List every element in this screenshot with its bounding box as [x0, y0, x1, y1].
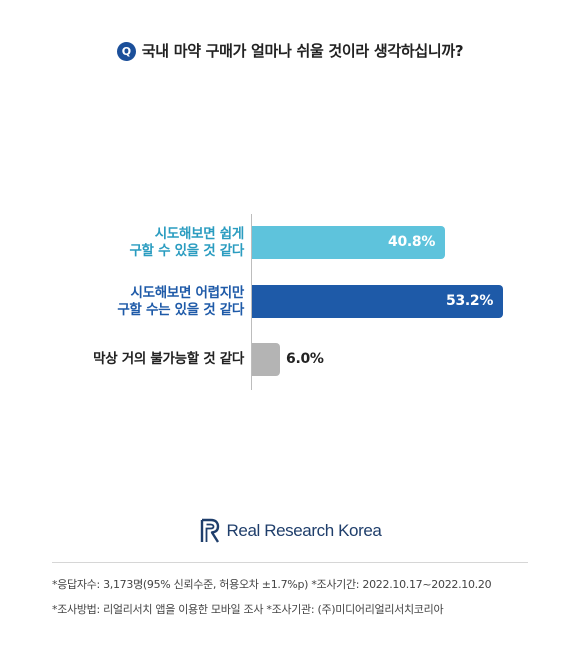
bar-value-label: 40.8% — [388, 234, 436, 250]
footnote-sample: *응답자수: 3,173명(95% 신뢰수준, 허용오차 ±1.7%p) *조사… — [52, 578, 492, 591]
question-badge: Q — [116, 42, 136, 61]
bar — [252, 226, 445, 259]
question-text: 국내 마약 구매가 얼마나 쉬울 것이라 생각하십니까? — [141, 42, 464, 60]
footnote-method: *조사방법: 리얼리서치 앱을 이용한 모바일 조사 *조사기관: (주)미디어… — [52, 603, 444, 616]
brand-logo: Real Research Korea — [0, 518, 580, 544]
bar — [252, 285, 503, 318]
brand-name: Real Research Korea — [226, 521, 382, 540]
category-label: 시도해보면 어렵지만 구할 수는 있을 것 같다 — [117, 284, 244, 318]
footer-divider — [52, 562, 528, 563]
category-label: 막상 거의 불가능할 것 같다 — [93, 351, 244, 367]
bar-value-label: 53.2% — [446, 293, 494, 309]
rr-logo-icon — [200, 518, 219, 543]
bar-value-label: 6.0% — [286, 351, 324, 367]
chart-axis-line — [251, 214, 252, 390]
category-label: 시도해보면 쉽게 구할 수 있을 것 같다 — [129, 225, 244, 259]
bar — [252, 343, 280, 376]
question-title: Q 국내 마약 구매가 얼마나 쉬울 것이라 생각하십니까? — [0, 40, 580, 61]
